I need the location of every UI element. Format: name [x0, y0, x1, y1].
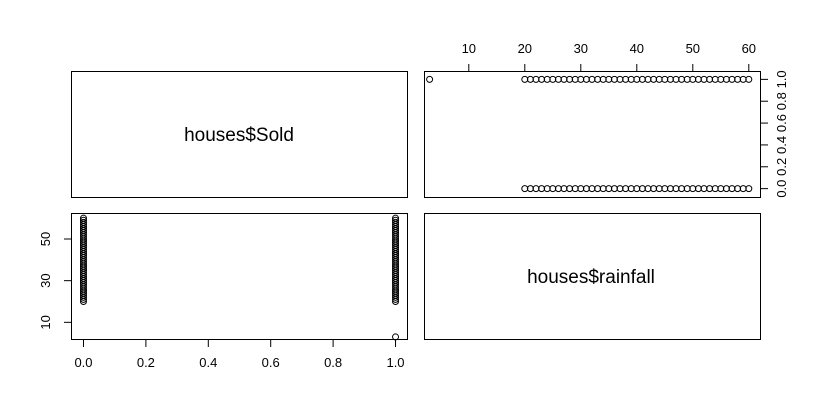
data-point	[79, 216, 87, 224]
data-point	[392, 333, 400, 341]
data-point	[392, 218, 400, 226]
data-point	[392, 214, 400, 222]
data-point	[745, 75, 753, 83]
axis-top-tick-label: 10	[462, 41, 476, 56]
axis-top-rainfall: 10 20 30 40 50 60	[462, 41, 756, 72]
axis-left-rainfall: 10 30 50	[38, 232, 72, 330]
axis-bottom-sold: 0.0 0.2 0.4 0.6 0.8 1.0	[74, 339, 405, 370]
points-top-right	[426, 75, 753, 193]
data-point	[745, 185, 753, 193]
data-point	[521, 185, 529, 193]
variable-label-sold: houses$Sold	[184, 125, 294, 146]
panel-bottom-left	[71, 213, 408, 340]
axis-bottom-tick-label: 0.2	[137, 355, 155, 370]
points-bottom-left	[79, 214, 400, 341]
axis-top-tick-label: 40	[630, 41, 644, 56]
panel-top-right	[424, 71, 761, 198]
axis-right-tick-label: 0.0	[774, 180, 789, 198]
axis-top-tick-label: 60	[742, 41, 756, 56]
variable-label-rainfall: houses$rainfall	[527, 267, 655, 288]
axis-top-tick-label: 50	[686, 41, 700, 56]
axis-top-tick-label: 20	[518, 41, 532, 56]
axis-bottom-tick-label: 0.0	[74, 355, 92, 370]
axis-top-tick-label: 30	[574, 41, 588, 56]
axis-right-tick-label: 0.2	[774, 158, 789, 176]
data-point	[521, 75, 529, 83]
panel-bottom-right	[424, 213, 761, 340]
data-point	[426, 75, 434, 83]
axis-bottom-tick-label: 0.6	[262, 355, 280, 370]
axis-bottom-tick-label: 1.0	[386, 355, 404, 370]
axis-left-tick-label: 10	[38, 315, 53, 329]
axis-right-sold: 0.0 0.2 0.4 0.6 0.8 1.0	[760, 70, 789, 198]
axis-left-tick-label: 30	[38, 273, 53, 287]
axis-right-tick-label: 0.4	[774, 136, 789, 154]
data-point	[79, 214, 87, 222]
axis-bottom-tick-label: 0.8	[324, 355, 342, 370]
axis-right-tick-label: 0.6	[774, 114, 789, 132]
axis-right-tick-label: 0.8	[774, 92, 789, 110]
data-point	[79, 218, 87, 226]
panel-top-left	[71, 71, 408, 198]
axis-right-tick-label: 1.0	[774, 70, 789, 88]
data-point	[392, 216, 400, 224]
axis-bottom-tick-label: 0.4	[199, 355, 217, 370]
axis-left-tick-label: 50	[38, 232, 53, 246]
